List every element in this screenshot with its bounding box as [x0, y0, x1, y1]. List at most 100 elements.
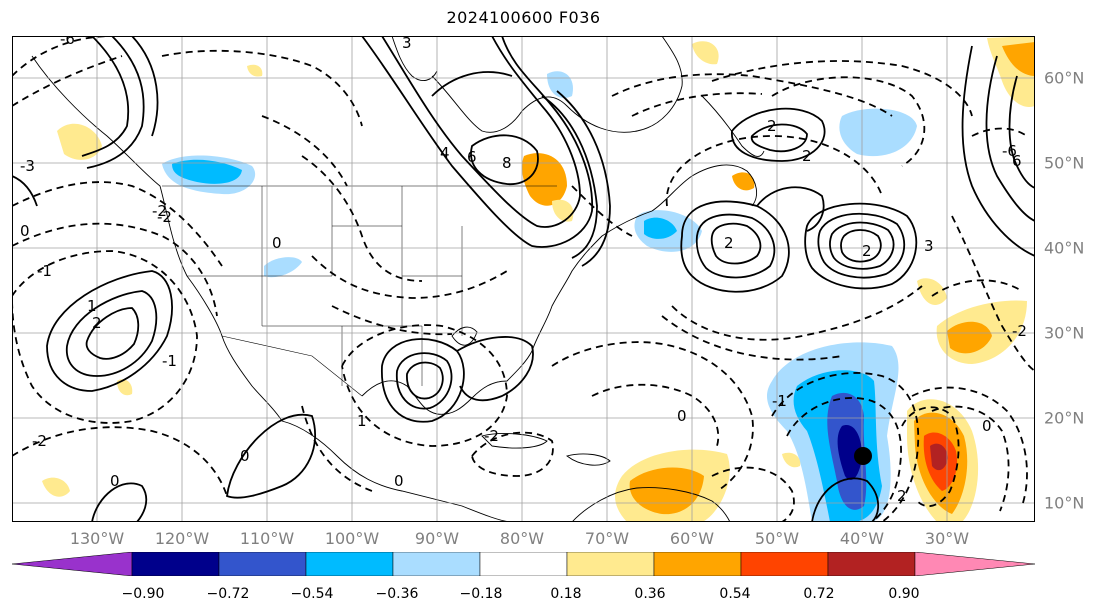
- shade-tropical-small: [782, 452, 801, 468]
- colorbar-tick-label: 0.54: [719, 586, 751, 602]
- shade-quebec: [522, 153, 567, 206]
- contour-label: 3: [402, 36, 412, 52]
- contour-label: 2: [802, 147, 812, 165]
- lon-label: 120°W: [154, 529, 210, 548]
- contour-label: 0: [677, 407, 687, 425]
- contour-label: 0: [982, 417, 992, 435]
- contour-jet-1: [541, 95, 598, 259]
- lon-label: 60°W: [669, 529, 715, 548]
- dash-tropical-2: [786, 397, 902, 522]
- contour-atl-low-w-1: [680, 200, 790, 293]
- border-us-mexico: [221, 335, 363, 397]
- shade-newfoundland: [732, 172, 755, 191]
- contour-label-group: -6 -3 -2 -1 0 1 2 3 4 6 8 2 -2 0 -1 1 2 …: [20, 36, 1027, 505]
- lon-label: 30°W: [924, 529, 970, 548]
- dash-tropical-east-1: [911, 386, 1028, 507]
- contour-north-1: [431, 71, 513, 97]
- contour-label: -2: [1012, 322, 1027, 340]
- map-panel: -6 -3 -2 -1 0 1 2 3 4 6 8 2 -2 0 -1 1 2 …: [12, 36, 1035, 522]
- colorbar-tick-label: 0.72: [803, 586, 835, 602]
- contour-tropical-low-1: [811, 477, 880, 522]
- colorbar-segment: [740, 551, 829, 577]
- colorbar: [11, 551, 1036, 577]
- contour-label: 6: [467, 148, 477, 166]
- contour-label: -2: [152, 202, 167, 220]
- contour-label: 8: [502, 154, 512, 172]
- colorbar-tick-label: −0.18: [459, 586, 503, 602]
- shade-north-atlantic: [839, 108, 917, 157]
- contour-label: 4: [440, 144, 450, 162]
- contour-label: -1: [162, 352, 177, 370]
- shade-mid-atlantic-small: [917, 278, 947, 305]
- coast-gulf: [361, 350, 533, 415]
- contour-trough-closed: [470, 134, 539, 185]
- coast-hispaniola: [566, 453, 611, 466]
- contour-label: 2: [724, 234, 734, 252]
- contour-east-ridge-3: [1008, 75, 1035, 189]
- colorbar-tick-label: −0.54: [290, 586, 334, 602]
- contour-label: -6: [1002, 142, 1017, 160]
- shade-quebec-south: [552, 199, 574, 222]
- contour-gulf-low-3: [406, 361, 444, 400]
- colorbar-segment: [566, 551, 655, 577]
- contour-pacific-1: [46, 270, 173, 392]
- lon-label: 90°W: [414, 529, 460, 548]
- colorbar-tick-label: −0.90: [121, 586, 165, 602]
- dash-nw-2: [12, 55, 123, 107]
- contour-atl-low-n-1: [731, 107, 826, 162]
- coast-mexico-central-america: [281, 420, 513, 522]
- contour-label: -6: [60, 36, 75, 48]
- lat-label: 50°N: [1044, 153, 1085, 173]
- dash-north-atlantic-3: [711, 60, 973, 117]
- dash-atl-around-2: [671, 285, 923, 341]
- state-borders: [187, 186, 463, 386]
- dash-plains-2: [261, 115, 348, 187]
- dash-gulf-ring: [341, 324, 508, 447]
- lon-label: 110°W: [239, 529, 295, 548]
- contour-gulf-alaska-2: [86, 36, 145, 169]
- dash-north-atlantic-2: [631, 92, 763, 117]
- shade-east-pacific: [42, 477, 70, 497]
- coast-pacific: [31, 55, 283, 422]
- weather-map: -6 -3 -2 -1 0 1 2 3 4 6 8 2 -2 0 -1 1 2 …: [12, 36, 1035, 522]
- contour-label: -1: [772, 392, 787, 410]
- coast-south-america: [571, 487, 731, 522]
- dash-west-2: [12, 222, 218, 317]
- map-title: 2024100600 F036: [446, 8, 601, 27]
- dash-atlantic-sw: [551, 341, 754, 492]
- dash-west-1: [12, 181, 223, 267]
- dash-atl-around-1: [665, 135, 883, 207]
- shaded-fields: [42, 36, 1035, 522]
- colorbar-tick-label: 0.36: [634, 586, 666, 602]
- contour-atl-low-e-3: [829, 221, 895, 270]
- contour-label: -2: [157, 208, 172, 226]
- contour-label: 2: [767, 117, 777, 135]
- coast-cuba: [481, 433, 548, 449]
- contour-label: 0: [272, 234, 282, 252]
- dash-plains-1: [301, 155, 423, 282]
- contour-pacific-3: [85, 307, 140, 360]
- contour-label: -2: [32, 432, 47, 450]
- coast-labrador: [701, 95, 765, 157]
- colorbar-segment: [305, 551, 394, 577]
- contour-label: 3: [924, 237, 934, 255]
- shade-baja: [117, 379, 133, 396]
- contour-label: 0: [240, 447, 250, 465]
- storm-center-marker: [854, 447, 872, 465]
- lon-label: 80°W: [499, 529, 545, 548]
- contour-label: 0: [110, 472, 120, 490]
- contour-label: -2: [484, 427, 499, 445]
- contour-east-ridge-2: [985, 55, 1035, 222]
- contour-east-ridge-1: [961, 45, 1035, 257]
- colorbar-extend-high: [914, 551, 1036, 577]
- colorbar-segment: [131, 551, 220, 577]
- shade-tropical-high-core: [930, 443, 948, 471]
- dash-atl-low-n-ring: [771, 76, 926, 167]
- colorbar-segment: [479, 551, 568, 577]
- contour-atl-low-w-2: [695, 213, 776, 279]
- dash-tropical-1: [771, 372, 920, 522]
- shade-caribbean-east-core: [629, 467, 704, 515]
- dash-midwest-2: [331, 305, 453, 336]
- lat-label: 30°N: [1044, 323, 1085, 343]
- shade-northwest-small: [247, 64, 263, 77]
